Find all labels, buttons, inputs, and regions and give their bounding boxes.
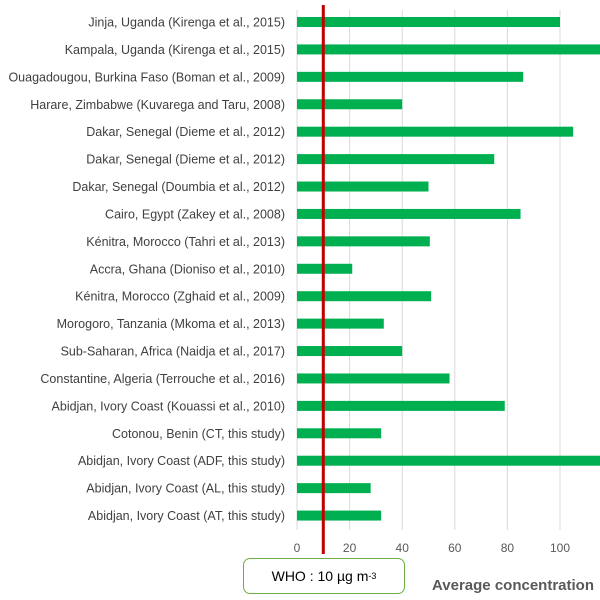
category-label: Abidjan, Ivory Coast (ADF, this study)	[78, 454, 285, 468]
category-label: Abidjan, Ivory Coast (AL, this study)	[86, 482, 285, 496]
bar	[297, 71, 524, 82]
category-label: Jinja, Uganda (Kirenga et al., 2015)	[88, 16, 285, 30]
bar	[297, 455, 600, 466]
category-label: Harare, Zimbabwe (Kuvarega and Taru, 200…	[30, 98, 285, 112]
bar	[297, 318, 384, 329]
category-label: Morogoro, Tanzania (Mkoma et al., 2013)	[57, 317, 285, 331]
category-label: Cotonou, Benin (CT, this study)	[112, 427, 285, 441]
category-label: Dakar, Senegal (Dieme et al., 2012)	[86, 125, 285, 139]
x-tick-label: 100	[550, 541, 570, 555]
category-label: Kénitra, Morocco (Tahri et al., 2013)	[86, 235, 285, 249]
bar	[297, 99, 403, 110]
category-label: Cairo, Egypt (Zakey et al., 2008)	[105, 207, 285, 221]
category-label: Abidjan, Ivory Coast (AT, this study)	[88, 509, 285, 523]
category-label: Dakar, Senegal (Doumbia et al., 2012)	[72, 180, 285, 194]
bar	[297, 400, 505, 411]
who-annotation-text: WHO : 10 µg m	[271, 568, 369, 584]
category-label: Kénitra, Morocco (Zghaid et al., 2009)	[75, 290, 285, 304]
bars	[297, 17, 600, 521]
bar	[297, 236, 430, 247]
x-tick-label: 20	[343, 541, 357, 555]
category-labels: Jinja, Uganda (Kirenga et al., 2015) Kamp…	[8, 16, 285, 524]
bar	[297, 291, 432, 302]
bar	[297, 126, 574, 137]
who-annotation-superscript: -3	[368, 571, 377, 581]
category-label: Sub-Saharan, Africa (Naidja et al., 2017…	[61, 345, 285, 359]
category-label: Kampala, Uganda (Kirenga et al., 2015)	[65, 43, 285, 57]
x-tick-label: 80	[501, 541, 515, 555]
category-label: Constantine, Algeria (Terrouche et al., …	[40, 372, 285, 386]
bar	[297, 181, 429, 192]
bar	[297, 346, 403, 357]
bar	[297, 44, 600, 55]
category-label: Dakar, Senegal (Dieme et al., 2012)	[86, 153, 285, 167]
bar	[297, 373, 450, 384]
x-axis-title: Average concentration	[432, 577, 594, 594]
gridlines	[296, 10, 561, 530]
category-label: Abidjan, Ivory Coast (Kouassi et al., 20…	[52, 399, 285, 413]
who-annotation-box: WHO : 10 µg m -3	[243, 558, 405, 594]
x-tick-label: 40	[396, 541, 410, 555]
bar	[297, 154, 495, 165]
x-tick-labels: 0 20 40 60 80 100	[294, 541, 571, 555]
bar	[297, 428, 382, 439]
x-tick-label: 60	[448, 541, 462, 555]
category-label: Ouagadougou, Burkina Faso (Boman et al.,…	[8, 70, 285, 84]
x-tick-label: 0	[294, 541, 301, 555]
bar	[297, 510, 382, 521]
category-label: Accra, Ghana (Dioniso et al., 2010)	[90, 262, 285, 276]
bar	[297, 208, 521, 219]
bar	[297, 17, 560, 27]
bar	[297, 483, 371, 494]
